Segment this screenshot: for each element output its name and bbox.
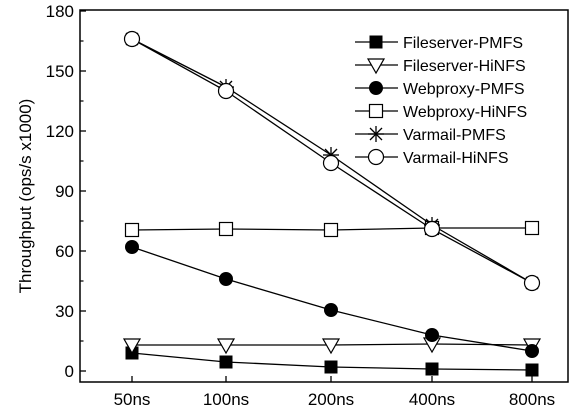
- x-tick-label: 100ns: [203, 390, 249, 409]
- open-circle-marker: [523, 274, 541, 292]
- legend-label: Varmail-PMFS: [403, 127, 506, 144]
- legend-item: Webproxy-PMFS: [355, 81, 525, 98]
- series-fileserver-hinfs: [122, 337, 542, 355]
- legend-label: Fileserver-PMFS: [403, 35, 523, 52]
- legend-label: Webproxy-PMFS: [403, 81, 525, 98]
- open-circle-marker: [367, 148, 385, 166]
- square-marker: [525, 363, 539, 377]
- open-square-marker: [124, 222, 140, 238]
- y-tick-label: 120: [46, 122, 74, 141]
- triangle-marker: [122, 338, 142, 355]
- series-webproxy-pmfs: [125, 240, 539, 358]
- y-tick-label: 90: [55, 182, 74, 201]
- series-line: [131, 246, 533, 352]
- asterisk-marker: [368, 126, 384, 142]
- legend-item: Varmail-PMFS: [355, 126, 506, 144]
- y-tick-label: 60: [55, 242, 74, 261]
- circle-marker: [219, 272, 233, 286]
- y-axis-label: Throughput (ops/s x1000): [16, 99, 35, 294]
- legend-label: Fileserver-HiNFS: [403, 58, 526, 75]
- y-tick-label: 0: [65, 362, 74, 381]
- y-tick-label: 30: [55, 302, 74, 321]
- legend-label: Webproxy-HiNFS: [403, 104, 527, 121]
- y-tick-label: 180: [46, 2, 74, 21]
- x-tick-label: 50ns: [114, 390, 151, 409]
- open-circle-marker: [423, 220, 441, 238]
- circle-marker: [425, 328, 439, 342]
- series-fileserver-pmfs: [125, 346, 539, 377]
- open-square-marker: [218, 221, 234, 237]
- legend-label: Varmail-HiNFS: [403, 150, 508, 167]
- open-square-marker: [368, 103, 384, 119]
- x-tick-label: 800ns: [509, 390, 555, 409]
- legend-item: Webproxy-HiNFS: [355, 103, 527, 121]
- open-circle-marker: [217, 82, 235, 100]
- legend-item: Fileserver-HiNFS: [355, 58, 526, 75]
- triangle-marker: [216, 338, 236, 355]
- circle-marker: [525, 344, 539, 358]
- x-tick-label: 400ns: [409, 390, 455, 409]
- circle-marker: [324, 303, 338, 317]
- triangle-marker: [366, 58, 386, 75]
- series-varmail-hinfs: [123, 30, 541, 292]
- triangle-marker: [321, 338, 341, 355]
- open-circle-marker: [123, 30, 141, 48]
- square-marker: [369, 35, 383, 49]
- axes: 0 30 60 90 120 150 180 50ns 100ns 200ns 400ns 800ns: [46, 2, 569, 409]
- legend-item: Varmail-HiNFS: [355, 148, 508, 167]
- open-square-marker: [323, 222, 339, 238]
- plot-frame: [79, 9, 569, 383]
- legend: Fileserver-PMFS Fileserver-HiNFS Webproxy-…: [355, 35, 527, 167]
- circle-marker: [125, 240, 139, 254]
- square-marker: [219, 355, 233, 369]
- square-marker: [324, 360, 338, 374]
- circle-marker: [369, 81, 383, 95]
- y-tick-label: 150: [46, 62, 74, 81]
- open-circle-marker: [322, 154, 340, 172]
- series-group: [122, 30, 542, 377]
- x-tick-label: 200ns: [308, 390, 354, 409]
- square-marker: [425, 362, 439, 376]
- series-webproxy-hinfs: [124, 220, 540, 238]
- open-square-marker: [524, 220, 540, 236]
- legend-item: Fileserver-PMFS: [355, 35, 523, 52]
